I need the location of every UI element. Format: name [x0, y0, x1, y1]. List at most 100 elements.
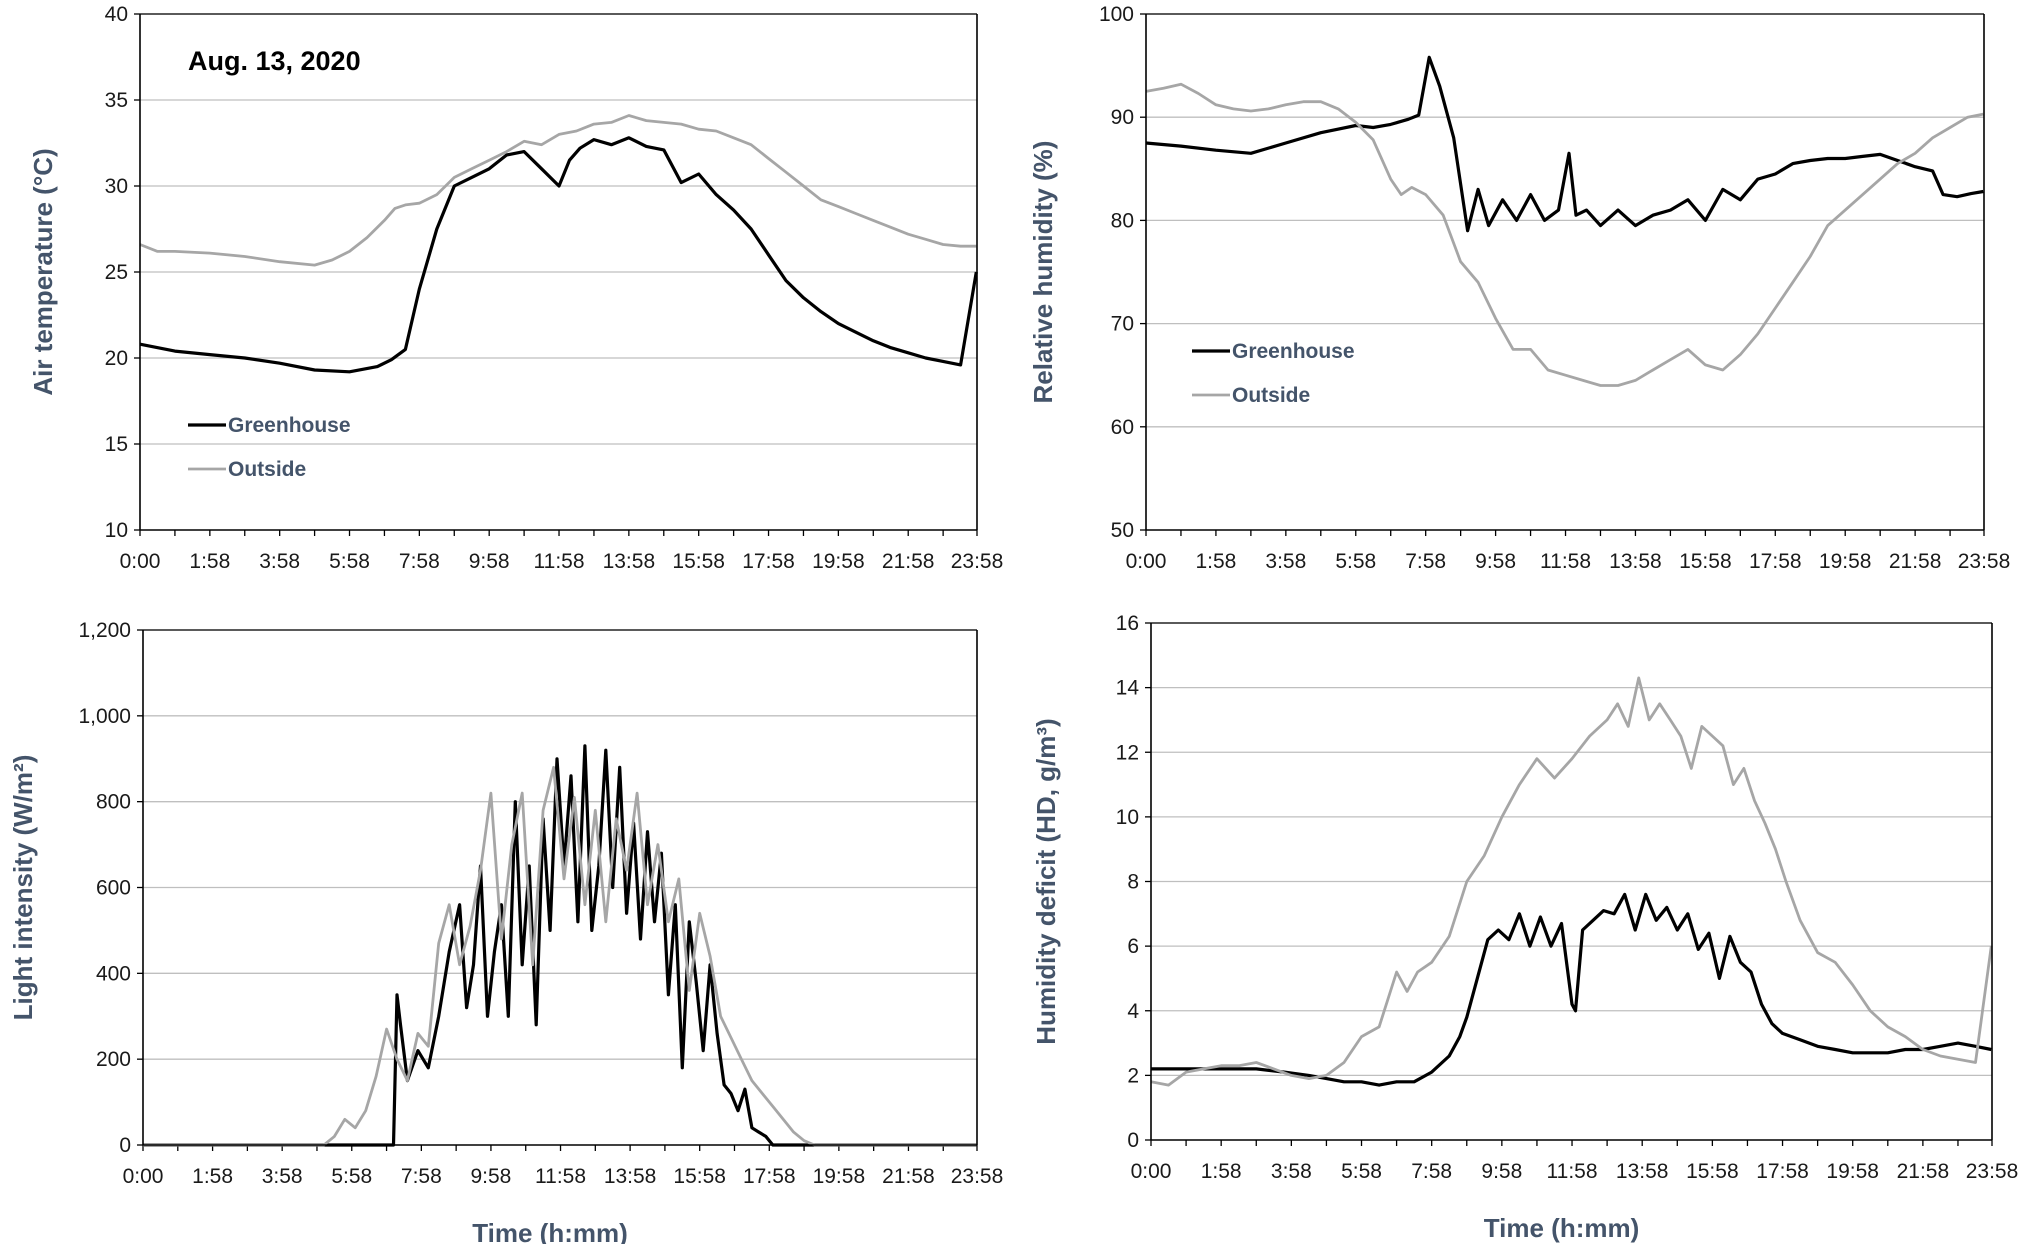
x-tick-label: 7:58: [399, 550, 440, 573]
x-tick-label: 23:58: [951, 550, 1004, 573]
date-annotation: Aug. 13, 2020: [188, 46, 361, 76]
y-axis-title: Relative humidity (%): [1028, 141, 1058, 404]
y-tick-label: 20: [105, 347, 128, 370]
x-axis-title: Time (h:mm): [472, 1218, 628, 1244]
y-tick-label: 10: [105, 519, 128, 542]
x-tick-label: 11:58: [534, 550, 585, 573]
y-tick-label: 10: [1116, 806, 1139, 829]
y-tick-label: 15: [105, 433, 128, 456]
x-tick-label: 3:58: [259, 550, 300, 573]
y-tick-label: 14: [1116, 677, 1140, 700]
x-tick-label: 21:58: [882, 1165, 935, 1188]
humidity-deficit-chart: 0 2 4 6 8 10 12 14 16 0:00 1:58 3:58 5:58 7:58 9:58 11:…: [1031, 612, 2018, 1243]
relative-humidity-chart: 50 60 70 80 90 100 0:00 1:58 3:58 5:58 7:58 9:58 11:…: [1028, 3, 2010, 573]
legend-label: Greenhouse: [228, 414, 351, 437]
x-tick-label: 5:58: [331, 1165, 372, 1188]
y-tick-label: 600: [96, 877, 131, 900]
x-tick-label: 17:58: [742, 550, 795, 573]
y-tick-label: 100: [1099, 3, 1134, 26]
x-tick-label: 13:58: [603, 550, 656, 573]
x-tick-label: 23:58: [1958, 550, 2011, 573]
x-tick-label: 15:58: [672, 550, 725, 573]
series-line-outside: [1150, 676, 1993, 1087]
x-tick-label: 11:58: [1540, 550, 1591, 573]
x-tick-label: 13:58: [1609, 550, 1662, 573]
y-axis-title: Air temperature (°C): [28, 148, 58, 395]
x-tick-label: 1:58: [192, 1165, 233, 1188]
series-line-outside: [139, 114, 977, 267]
x-tick-label: 19:58: [813, 1165, 866, 1188]
series-line-greenhouse: [1151, 892, 1992, 1087]
x-tick-label: 5:58: [1335, 550, 1376, 573]
x-tick-label: 9:58: [469, 550, 510, 573]
x-tick-label: 5:58: [1341, 1160, 1382, 1183]
y-tick-label: 25: [105, 261, 128, 284]
x-tick-label: 17:58: [743, 1165, 796, 1188]
x-tick-label: 19:58: [812, 550, 865, 573]
x-tick-label: 0:00: [120, 550, 161, 573]
x-tick-label: 1:58: [189, 550, 230, 573]
y-tick-label: 0: [119, 1134, 131, 1157]
x-tick-label: 3:58: [1271, 1160, 1312, 1183]
legend-label: Greenhouse: [1232, 340, 1355, 363]
x-tick-label: 21:58: [882, 550, 935, 573]
y-tick-label: 90: [1111, 106, 1134, 129]
light-intensity-chart: 0 200 400 600 800 1,000 1,200 0:00 1:58 3:58 5:58 7…: [8, 619, 1003, 1244]
y-tick-label: 400: [96, 962, 131, 985]
series-line-greenhouse: [1145, 55, 1984, 233]
x-tick-label: 9:58: [1475, 550, 1516, 573]
y-tick-label: 40: [105, 3, 128, 26]
y-tick-label: 8: [1127, 871, 1139, 894]
y-tick-label: 1,200: [78, 619, 131, 642]
series-line-outside: [143, 765, 977, 1147]
x-tick-label: 5:58: [329, 550, 370, 573]
x-tick-label: 0:00: [1126, 550, 1167, 573]
x-tick-label: 9:58: [1481, 1160, 1522, 1183]
x-tick-label: 0:00: [123, 1165, 164, 1188]
x-tick-label: 13:58: [1616, 1160, 1669, 1183]
y-tick-label: 12: [1116, 741, 1139, 764]
legend-label: Outside: [228, 458, 306, 481]
x-tick-label: 17:58: [1756, 1160, 1809, 1183]
x-tick-label: 17:58: [1749, 550, 1802, 573]
x-tick-label: 9:58: [470, 1165, 511, 1188]
y-tick-label: 30: [105, 175, 128, 198]
x-axis-title: Time (h:mm): [1484, 1213, 1640, 1243]
series-line-greenhouse: [139, 136, 978, 374]
x-tick-label: 21:58: [1889, 550, 1942, 573]
y-axis-title: Light intensity (W/m²): [8, 755, 38, 1021]
y-tick-label: 70: [1111, 313, 1134, 336]
y-tick-label: 800: [96, 791, 131, 814]
x-tick-label: 7:58: [1405, 550, 1446, 573]
x-tick-label: 1:58: [1195, 550, 1236, 573]
x-tick-label: 19:58: [1826, 1160, 1879, 1183]
y-tick-label: 1,000: [78, 705, 131, 728]
y-axis-title: Humidity deficit (HD, g/m³): [1031, 718, 1061, 1044]
y-tick-label: 80: [1111, 209, 1134, 232]
x-tick-label: 23:58: [1966, 1160, 2019, 1183]
x-tick-label: 15:58: [673, 1165, 726, 1188]
y-tick-label: 6: [1127, 935, 1139, 958]
x-tick-label: 1:58: [1201, 1160, 1242, 1183]
x-tick-label: 7:58: [1411, 1160, 1452, 1183]
x-tick-label: 15:58: [1686, 1160, 1739, 1183]
x-tick-label: 23:58: [951, 1165, 1004, 1188]
y-tick-label: 2: [1127, 1064, 1139, 1087]
series-line-greenhouse: [143, 744, 977, 1147]
air-temperature-chart: 10 15 20 25 30 35 40 0:00 1:58 3:58 5:58 7:58 9:58 11…: [28, 3, 1003, 573]
x-tick-label: 13:58: [604, 1165, 657, 1188]
x-tick-label: 21:58: [1897, 1160, 1950, 1183]
y-tick-label: 35: [105, 89, 128, 112]
series-line-outside: [1145, 82, 1984, 387]
x-tick-label: 3:58: [262, 1165, 303, 1188]
legend-label: Outside: [1232, 384, 1310, 407]
x-tick-label: 11:58: [1547, 1160, 1598, 1183]
y-tick-label: 16: [1116, 612, 1139, 635]
y-tick-label: 50: [1111, 519, 1134, 542]
y-tick-label: 60: [1111, 416, 1134, 439]
y-tick-label: 4: [1127, 1000, 1139, 1023]
x-tick-label: 15:58: [1679, 550, 1732, 573]
x-tick-label: 11:58: [535, 1165, 586, 1188]
x-tick-label: 3:58: [1265, 550, 1306, 573]
